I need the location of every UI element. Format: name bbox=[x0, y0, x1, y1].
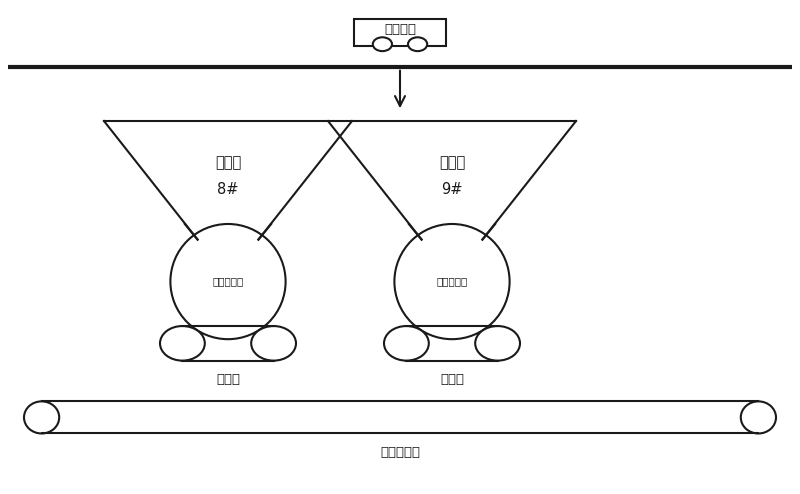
Text: 9#: 9# bbox=[442, 182, 462, 197]
Ellipse shape bbox=[475, 326, 520, 361]
Ellipse shape bbox=[160, 326, 205, 361]
Text: 8#: 8# bbox=[218, 182, 238, 197]
Ellipse shape bbox=[251, 326, 296, 361]
Ellipse shape bbox=[394, 224, 510, 339]
Ellipse shape bbox=[408, 38, 427, 51]
Text: 圆盘给料机: 圆盘给料机 bbox=[436, 277, 468, 287]
Ellipse shape bbox=[170, 224, 286, 339]
Ellipse shape bbox=[384, 326, 429, 361]
Ellipse shape bbox=[373, 38, 392, 51]
Text: 皮带称: 皮带称 bbox=[216, 373, 240, 386]
Text: 圆盘给料机: 圆盘给料机 bbox=[212, 277, 244, 287]
Text: 生石灰: 生石灰 bbox=[215, 155, 241, 170]
Ellipse shape bbox=[24, 401, 59, 434]
Ellipse shape bbox=[741, 401, 776, 434]
Text: 配料皮带机: 配料皮带机 bbox=[380, 446, 420, 459]
Text: 皮带称: 皮带称 bbox=[440, 373, 464, 386]
Text: 上料小车: 上料小车 bbox=[384, 23, 416, 36]
Bar bbox=[354, 18, 446, 45]
Text: 生石灰: 生石灰 bbox=[439, 155, 465, 170]
